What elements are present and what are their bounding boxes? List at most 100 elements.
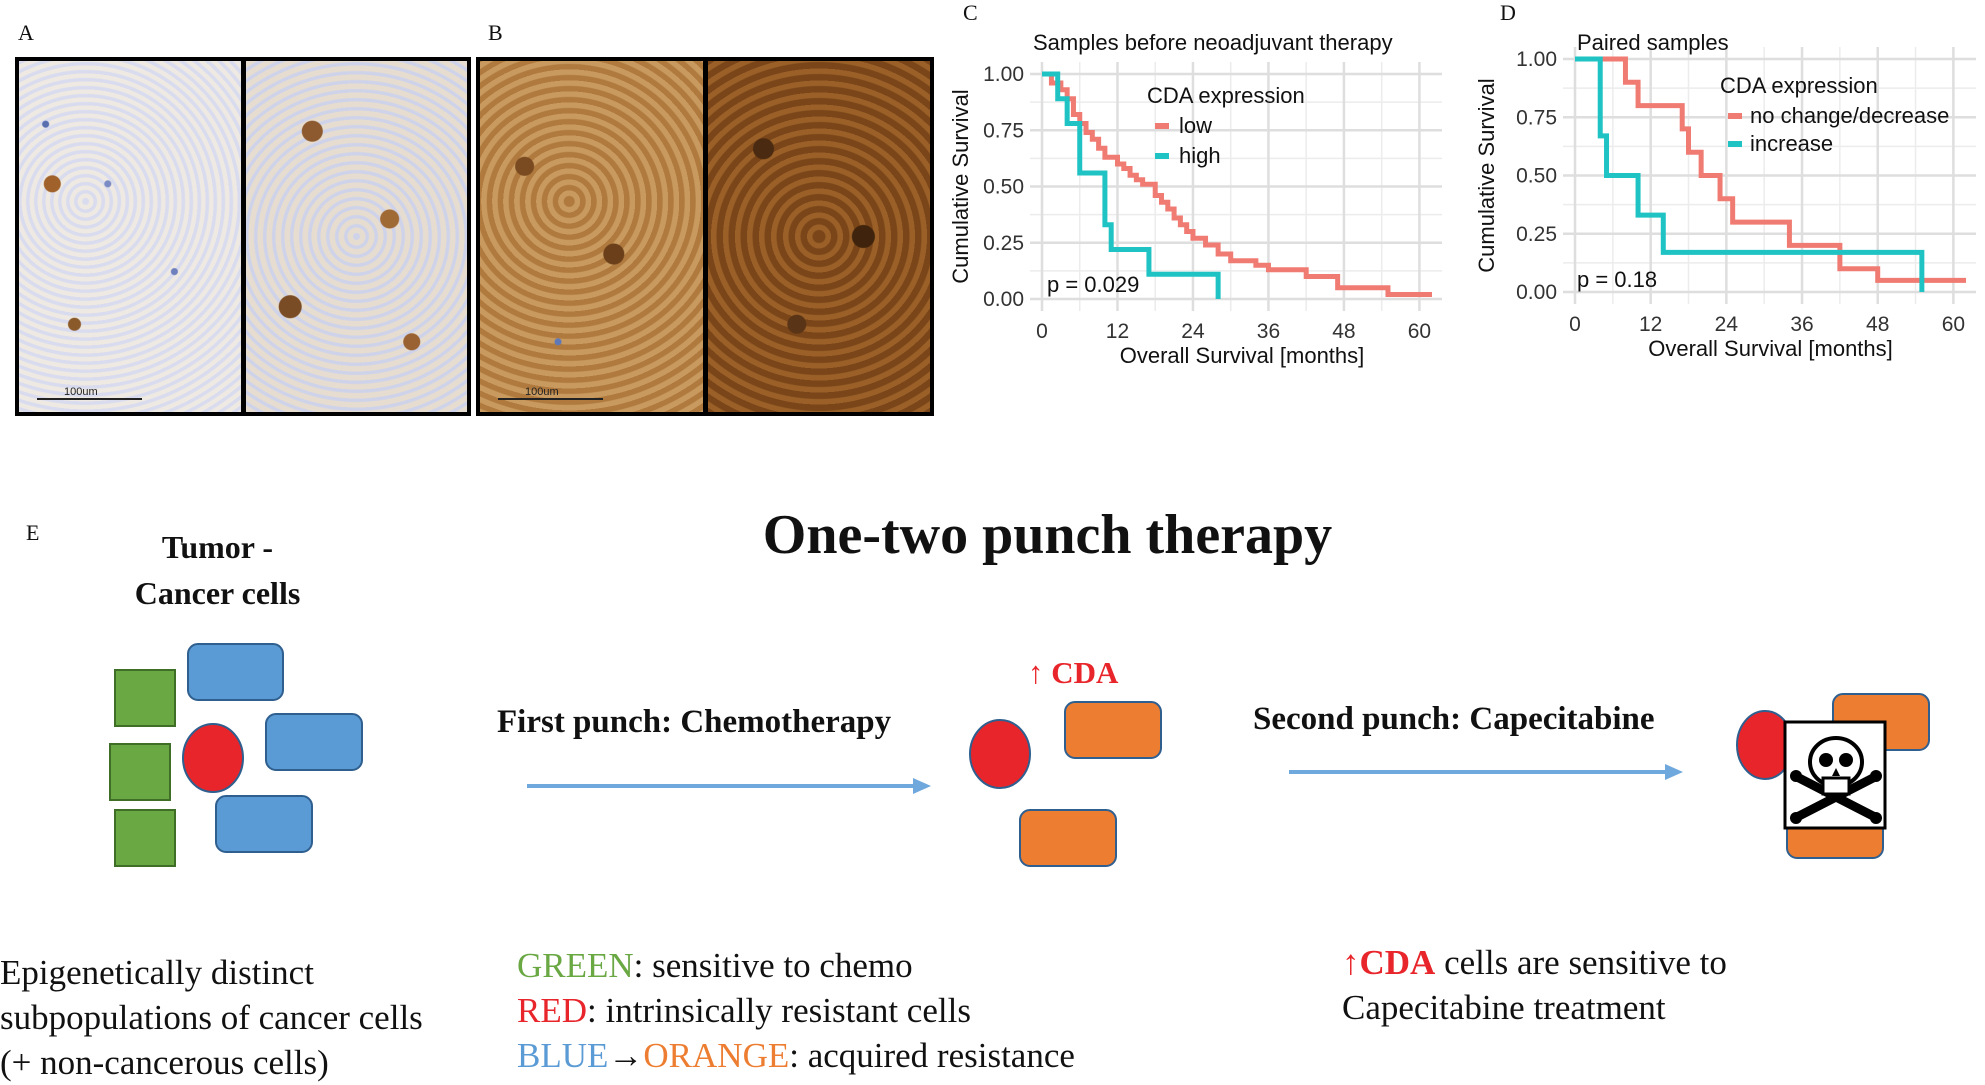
survival-curve-increase xyxy=(1575,56,1925,292)
tumor-label: Tumor - Cancer cells xyxy=(100,524,335,616)
post-capecitabine-cluster xyxy=(1736,693,1930,859)
second-punch-arrow xyxy=(1289,764,1683,780)
right-cda: CDA xyxy=(1359,943,1436,982)
red-desc: : intrinsically resistant cells xyxy=(587,991,971,1030)
p-value-label: p = 0.18 xyxy=(1577,267,1657,292)
blue-cell xyxy=(215,795,313,853)
scale-bar-a xyxy=(37,398,142,400)
ihc-image-a: 100um xyxy=(15,57,471,416)
legend-green: GREEN: sensitive to chemo xyxy=(517,943,1075,988)
tumor-label-line-1: Tumor - xyxy=(161,529,274,565)
y-tick-label: 0.50 xyxy=(983,176,1024,199)
blue-cell xyxy=(265,713,363,771)
km-chart-d: 0 12 24 36 48 60 0.00 0.25 0.50 0.75 1.00 Overall S… xyxy=(1474,30,1976,361)
survival-curve-no-change-decrease xyxy=(1575,56,1966,283)
x-tick-label: 24 xyxy=(1715,313,1739,336)
green-desc: : sensitive to chemo xyxy=(633,946,913,985)
red-word: RED xyxy=(517,991,587,1030)
y-tick-label: 0.75 xyxy=(1516,106,1557,129)
panel-label-e: E xyxy=(26,520,40,545)
x-tick-label: 12 xyxy=(1106,320,1129,343)
desc-right-line-1: ↑CDA cells are sensitive to xyxy=(1342,940,1727,985)
desc-right: ↑CDA cells are sensitive to Capecitabine… xyxy=(1342,940,1727,1030)
right-up-arrow: ↑ xyxy=(1342,943,1360,982)
x-tick-label: 60 xyxy=(1942,313,1965,336)
ihc-image-b: 100um xyxy=(476,57,934,416)
y-tick-label: 0.50 xyxy=(1516,165,1557,188)
x-tick-label: 12 xyxy=(1639,313,1662,336)
y-tick-label: 0.00 xyxy=(1516,281,1557,304)
color-legend: GREEN: sensitive to chemo RED: intrinsic… xyxy=(517,943,1075,1078)
desc-right-line-2: Capecitabine treatment xyxy=(1342,988,1666,1027)
y-axis-label: Cumulative Survival xyxy=(950,89,973,283)
blue-cell xyxy=(187,643,284,701)
ihc-b-right-image xyxy=(707,61,930,412)
cda-up-text: CDA xyxy=(1051,655,1119,690)
legend-label: increase xyxy=(1750,131,1833,156)
desc-left-line-2: subpopulations of cancer cells xyxy=(0,998,423,1037)
legend-label: high xyxy=(1179,143,1221,168)
orange-desc: : acquired resistance xyxy=(789,1036,1075,1075)
green-cell xyxy=(114,809,176,867)
ihc-b-left-image: 100um xyxy=(480,61,703,412)
red-cell xyxy=(182,723,244,793)
p-value-label: p = 0.029 xyxy=(1047,272,1139,297)
red-cell xyxy=(969,719,1031,789)
diagram-title: One-two punch therapy xyxy=(762,504,1333,566)
desc-left: Epigenetically distinct subpopulations o… xyxy=(0,950,423,1085)
x-tick-label: 60 xyxy=(1408,320,1431,343)
legend-red: RED: intrinsically resistant cells xyxy=(517,988,1075,1033)
post-chemo-cluster xyxy=(969,701,1162,867)
x-tick-label: 48 xyxy=(1332,320,1355,343)
panel-label-c: C xyxy=(963,0,978,25)
legend-title: CDA expression xyxy=(1720,73,1878,98)
x-axis-label: Overall Survival [months] xyxy=(1120,343,1365,368)
legend-title: CDA expression xyxy=(1147,83,1305,108)
panel-label-a: A xyxy=(18,20,34,45)
first-punch-arrow xyxy=(527,778,931,794)
scale-bar-b xyxy=(498,398,603,400)
tumor-label-line-2: Cancer cells xyxy=(134,575,301,611)
ihc-a-left-image: 100um xyxy=(19,61,241,412)
green-cell xyxy=(114,669,176,727)
orange-word: ORANGE xyxy=(643,1036,790,1075)
cda-up-label: ↑ CDA xyxy=(1028,655,1118,691)
y-axis-label: Cumulative Survival xyxy=(1474,78,1499,272)
desc-left-line-1: Epigenetically distinct xyxy=(0,953,314,992)
km-chart-c: 0 12 24 36 48 60 0.00 0.25 0.50 0.75 1.00 Overall S… xyxy=(950,30,1442,368)
x-tick-label: 24 xyxy=(1181,320,1205,343)
ihc-a-right-image xyxy=(245,61,467,412)
legend-label: no change/decrease xyxy=(1750,103,1949,128)
arrow-glyph: → xyxy=(608,1036,644,1075)
green-word: GREEN xyxy=(517,946,634,985)
legend-blue-orange: BLUE→ORANGE: acquired resistance xyxy=(517,1033,1075,1078)
scale-label-b: 100um xyxy=(525,386,559,398)
x-tick-label: 0 xyxy=(1569,313,1581,336)
scale-label-a: 100um xyxy=(64,386,98,398)
y-tick-label: 0.75 xyxy=(983,119,1024,142)
y-tick-label: 0.00 xyxy=(983,288,1024,311)
x-axis-label: Overall Survival [months] xyxy=(1648,336,1893,361)
x-tick-label: 48 xyxy=(1866,313,1889,336)
skull-crossbones-icon xyxy=(1783,720,1887,830)
chart-title: Samples before neoadjuvant therapy xyxy=(1033,30,1393,55)
cda-up-arrow: ↑ xyxy=(1028,655,1044,690)
y-tick-label: 0.25 xyxy=(1516,223,1557,246)
orange-cell xyxy=(1064,701,1162,759)
x-tick-label: 36 xyxy=(1257,320,1280,343)
green-cell xyxy=(109,743,171,801)
survival-curve-high xyxy=(1042,71,1221,299)
legend-label: low xyxy=(1179,113,1212,138)
y-tick-label: 0.25 xyxy=(983,232,1024,255)
y-tick-label: 1.00 xyxy=(983,63,1024,86)
first-punch-label: First punch: Chemotherapy xyxy=(497,704,892,740)
second-punch-label: Second punch: Capecitabine xyxy=(1253,701,1655,737)
panel-label-b: B xyxy=(488,20,503,45)
right-desc-1: cells are sensitive to xyxy=(1435,943,1727,982)
panel-label-d: D xyxy=(1500,0,1516,25)
blue-word: BLUE xyxy=(517,1036,609,1075)
x-tick-label: 36 xyxy=(1790,313,1813,336)
orange-cell xyxy=(1019,809,1117,867)
x-tick-label: 0 xyxy=(1036,320,1048,343)
tumor-cluster xyxy=(109,643,363,867)
